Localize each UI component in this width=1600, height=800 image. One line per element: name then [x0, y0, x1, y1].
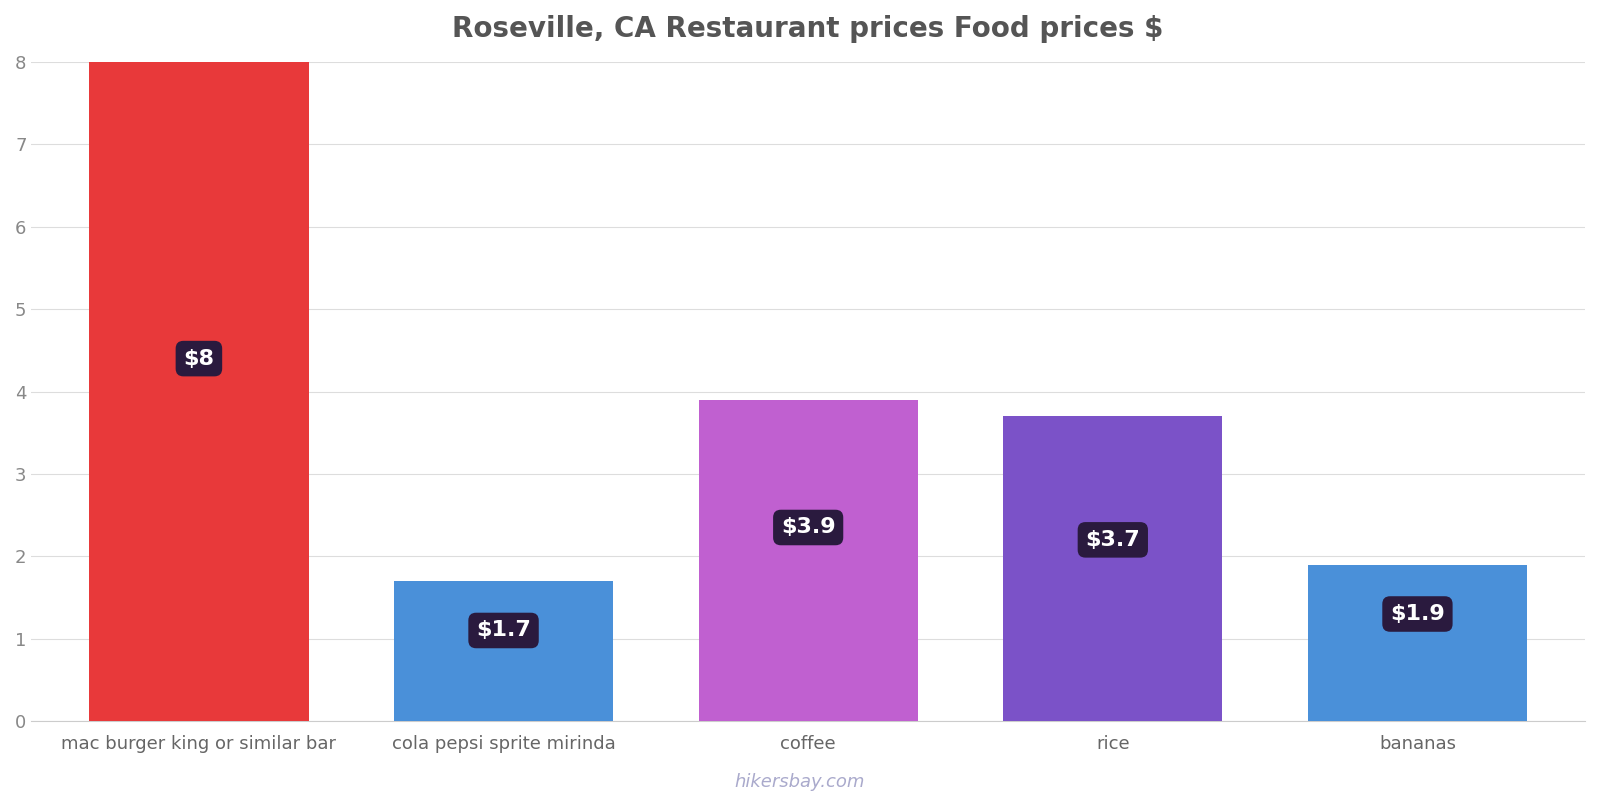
Bar [1003, 416, 1222, 721]
Bar [1307, 565, 1526, 721]
Text: $8: $8 [184, 349, 214, 369]
Text: hikersbay.com: hikersbay.com [734, 774, 866, 791]
Title: Roseville, CA Restaurant prices Food prices $: Roseville, CA Restaurant prices Food pri… [453, 15, 1163, 43]
Bar [394, 581, 613, 721]
Bar [90, 62, 309, 721]
Text: $3.7: $3.7 [1085, 530, 1141, 550]
Bar [699, 400, 918, 721]
Text: $3.9: $3.9 [781, 518, 835, 538]
Text: $1.9: $1.9 [1390, 604, 1445, 624]
Text: $1.7: $1.7 [477, 621, 531, 641]
